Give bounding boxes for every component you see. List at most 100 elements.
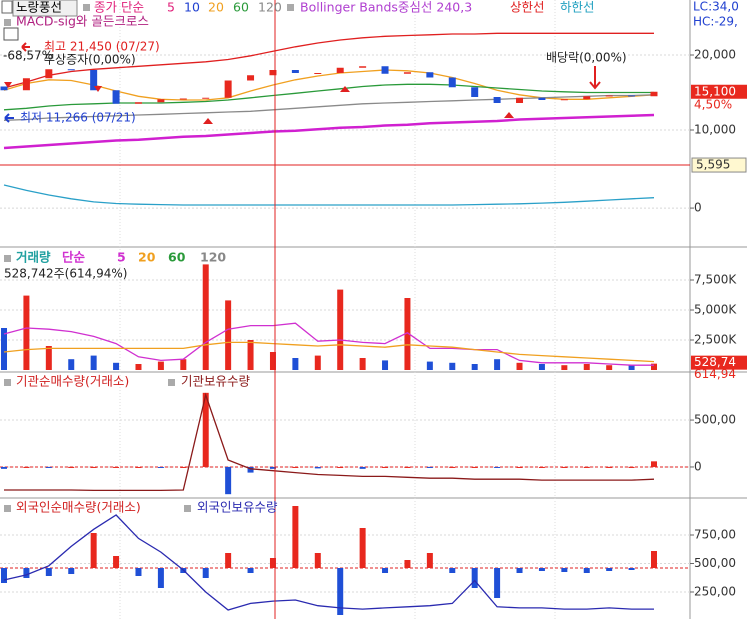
- net-buy-bar: [202, 568, 209, 578]
- reference-box: [691, 157, 747, 173]
- candle-body: [381, 66, 389, 74]
- net-buy-bar: [494, 466, 501, 468]
- icon: [4, 255, 11, 262]
- candle-body: [291, 70, 299, 73]
- net-buy-bar: [606, 568, 613, 571]
- net-buy-bar: [23, 466, 30, 468]
- net-buy-bar: [359, 528, 366, 568]
- hc-label: HC:-29,: [693, 15, 738, 29]
- net-buy-bar: [68, 568, 75, 574]
- y-tick-label: 10,000: [694, 123, 736, 137]
- net-buy-bar: [606, 466, 613, 468]
- candle-body: [45, 69, 53, 79]
- volume-bar: [202, 264, 209, 370]
- buy-signal: [203, 118, 213, 124]
- legend-label: 60: [168, 250, 186, 265]
- legend-label: 120: [200, 250, 226, 265]
- candle-body: [605, 95, 613, 97]
- candle-body: [314, 73, 322, 74]
- last-volume-label: 528,74: [694, 355, 736, 369]
- candle-body: [224, 80, 232, 98]
- annotation: 최저 11,266 (07/21): [20, 111, 136, 125]
- net-buy-bar: [426, 466, 433, 468]
- icon: [184, 505, 191, 512]
- net-buy-bar: [449, 568, 456, 573]
- net-buy-bar: [269, 558, 276, 568]
- annotation: 무상증자(0,00%): [44, 53, 136, 67]
- net-buy-bar: [516, 568, 523, 573]
- volume-bar: [359, 358, 366, 370]
- arrow: [21, 42, 30, 52]
- volume-bar: [516, 362, 523, 370]
- net-buy-bar: [135, 466, 142, 468]
- volume-bar: [426, 361, 433, 370]
- net-buy-bar: [583, 466, 590, 468]
- sell-signal: [94, 86, 102, 92]
- volume-bar: [382, 360, 389, 370]
- net-buy-bar: [1, 466, 7, 469]
- net-buy-bar: [157, 568, 164, 588]
- annotation: -68,57%: [3, 49, 53, 63]
- candle-body: [179, 98, 187, 100]
- net-buy-bar: [651, 551, 657, 568]
- series-line: [3, 322, 654, 366]
- ratio-label: 614,94: [694, 367, 736, 381]
- net-buy-bar: [292, 466, 299, 468]
- legend-label: 기관순매수량(거래소): [16, 374, 129, 389]
- candle-body: [493, 97, 501, 103]
- volume-bar: [314, 355, 321, 370]
- legend-label: 외국인순매수량(거래소): [16, 500, 141, 515]
- net-buy-bar: [538, 568, 545, 571]
- volume-bar: [68, 359, 75, 370]
- volume-bar: [628, 365, 635, 370]
- net-buy-bar: [314, 466, 321, 469]
- net-buy-bar: [337, 466, 344, 468]
- series-line: [3, 514, 654, 611]
- candle-body: [157, 99, 165, 103]
- candle-body: [448, 77, 456, 88]
- legend-label: 종가 단순: [94, 0, 144, 15]
- candle-body: [359, 66, 367, 68]
- sell-signal: [4, 82, 12, 88]
- net-buy-bar: [583, 568, 590, 573]
- candle-body: [538, 97, 546, 100]
- net-buy-bar: [113, 556, 120, 568]
- candle-body: [336, 67, 344, 73]
- candle-body: [0, 86, 8, 91]
- signal-arrows: [4, 82, 514, 124]
- volume-bar: [180, 359, 187, 370]
- volume-bar: [23, 295, 30, 370]
- volume-bar: [538, 364, 545, 370]
- legend-label: 기관보유수량: [181, 374, 251, 389]
- arrow: [589, 66, 601, 90]
- y-tick-label: 500,00: [694, 556, 736, 570]
- candle-body: [247, 75, 255, 81]
- icon: [83, 4, 90, 11]
- candle-body: [22, 78, 30, 91]
- net-buy-bar: [382, 466, 389, 468]
- last-price-badge: [691, 84, 747, 99]
- legend-label: Bollinger Bands중심선 240,3: [300, 0, 472, 15]
- volume-bar: [494, 359, 501, 370]
- net-buy-bar: [157, 466, 164, 468]
- net-buy-bar: [202, 392, 209, 467]
- candle-body: [112, 90, 120, 104]
- net-buy-bar: [538, 466, 545, 468]
- candle-body: [269, 70, 277, 76]
- net-buy-bar: [628, 466, 635, 468]
- net-buy-bar: [45, 568, 52, 576]
- reference-label: 5,595: [696, 158, 730, 172]
- legend-label: 60: [233, 0, 249, 15]
- change-label: 4,50%: [694, 97, 732, 111]
- net-buy-bar: [651, 461, 657, 467]
- net-buy-bar: [90, 533, 97, 568]
- series-line: [3, 341, 655, 363]
- net-buy-bar: [247, 568, 254, 573]
- last-volume-badge: [691, 355, 747, 370]
- icon: [168, 379, 175, 386]
- y-tick-label: 20,000: [694, 48, 736, 62]
- candle-body: [650, 91, 658, 97]
- net-buy-bar: [449, 466, 456, 468]
- net-buy-bar: [561, 466, 568, 468]
